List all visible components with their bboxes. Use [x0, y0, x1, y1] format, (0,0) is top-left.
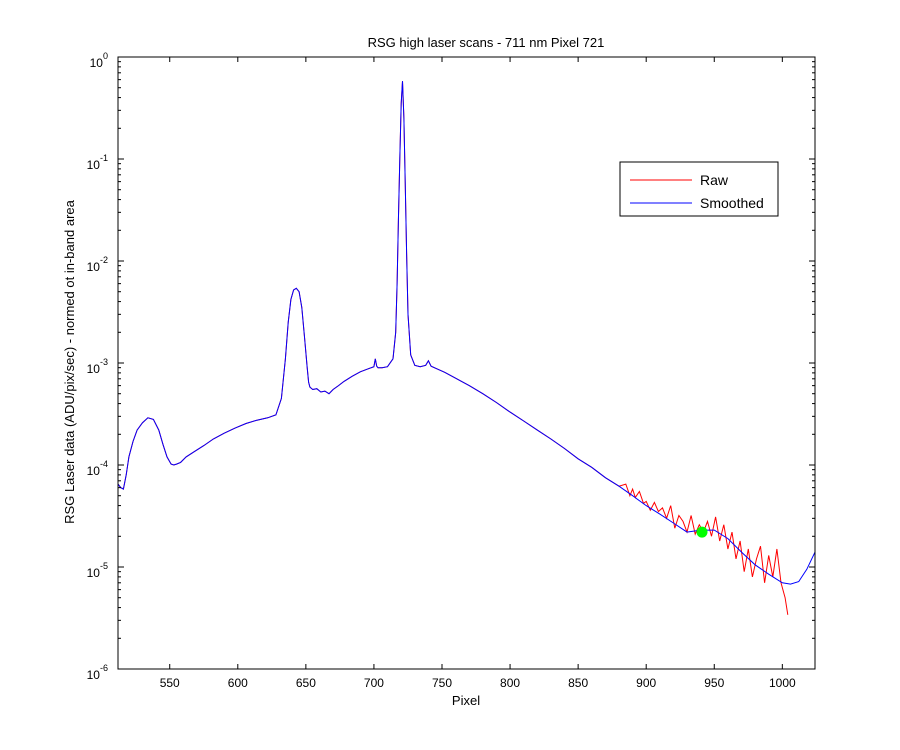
x-tick-label: 900: [636, 676, 656, 690]
y-tick-label: 10-1: [87, 153, 108, 172]
y-tick-label: 10-6: [87, 663, 108, 682]
x-tick-label: 550: [160, 676, 180, 690]
chart-title: RSG high laser scans - 711 nm Pixel 721: [368, 35, 605, 50]
y-tick-label: 10-3: [87, 357, 108, 376]
x-tick-label: 750: [432, 676, 452, 690]
y-tick-label: 100: [90, 51, 108, 70]
x-tick-label: 1000: [769, 676, 796, 690]
x-axis-label: Pixel: [452, 693, 480, 708]
y-tick-label: 10-4: [87, 459, 108, 478]
x-tick-label: 850: [568, 676, 588, 690]
x-tick-label: 950: [704, 676, 724, 690]
legend-label-raw: Raw: [700, 172, 729, 188]
legend-label-smoothed: Smoothed: [700, 195, 764, 211]
plot-area: [118, 81, 815, 615]
y-tick-label: 10-2: [87, 255, 108, 274]
y-axis-label: RSG Laser data (ADU/pix/sec) - normed ot…: [62, 199, 77, 523]
axes: 550 600 650 700 750 800 850 900 950 1000 10-6 10-5 1…: [87, 51, 816, 690]
legend: Raw Smoothed: [619, 161, 779, 217]
legend-box: [619, 161, 779, 217]
x-tick-label: 600: [228, 676, 248, 690]
highlight-point: [696, 526, 708, 538]
x-tick-label: 800: [500, 676, 520, 690]
x-tick-label: 700: [364, 676, 384, 690]
x-tick-label: 650: [296, 676, 316, 690]
series-line-smoothed: [118, 81, 815, 585]
y-tick-label: 10-5: [87, 561, 108, 580]
